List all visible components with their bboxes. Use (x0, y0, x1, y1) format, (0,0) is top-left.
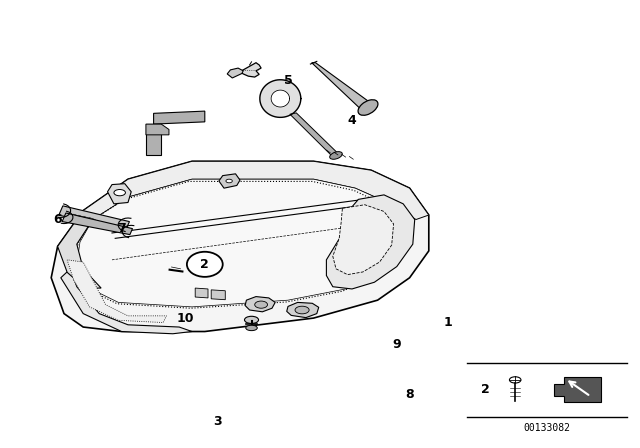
Polygon shape (77, 179, 403, 307)
Ellipse shape (226, 179, 232, 183)
Text: 2: 2 (481, 383, 490, 396)
Polygon shape (271, 90, 289, 107)
Text: 3: 3 (213, 414, 222, 428)
Ellipse shape (330, 151, 342, 159)
Polygon shape (146, 124, 161, 155)
Polygon shape (154, 111, 205, 124)
Text: 1: 1 (444, 316, 452, 329)
Ellipse shape (244, 316, 259, 323)
Polygon shape (51, 161, 429, 332)
Polygon shape (61, 269, 192, 334)
Text: 00133082: 00133082 (524, 423, 571, 433)
Polygon shape (240, 63, 261, 77)
Polygon shape (195, 288, 208, 298)
Polygon shape (211, 290, 225, 300)
Text: 10: 10 (177, 311, 195, 325)
Polygon shape (312, 63, 377, 108)
Ellipse shape (509, 377, 521, 383)
Polygon shape (287, 302, 319, 318)
Polygon shape (554, 377, 601, 402)
Polygon shape (333, 205, 394, 275)
Polygon shape (146, 124, 169, 135)
Text: 6: 6 (53, 213, 62, 226)
Polygon shape (219, 174, 240, 188)
Polygon shape (67, 260, 166, 323)
Text: 2: 2 (200, 258, 209, 271)
Polygon shape (58, 211, 101, 288)
Text: 8: 8 (405, 388, 414, 401)
Ellipse shape (255, 301, 268, 308)
Polygon shape (290, 113, 339, 157)
Polygon shape (74, 161, 429, 246)
Text: 5: 5 (284, 74, 292, 87)
Text: 9: 9 (392, 338, 401, 352)
Polygon shape (59, 206, 129, 228)
Ellipse shape (246, 325, 257, 331)
Polygon shape (227, 68, 243, 78)
Ellipse shape (295, 306, 309, 314)
Ellipse shape (114, 190, 125, 196)
Polygon shape (245, 297, 275, 312)
Ellipse shape (358, 100, 378, 115)
Polygon shape (260, 80, 301, 117)
Polygon shape (326, 195, 415, 289)
Circle shape (187, 252, 223, 277)
Polygon shape (108, 184, 131, 204)
Text: 4: 4 (348, 114, 356, 128)
Text: 7: 7 (117, 222, 126, 235)
Polygon shape (62, 213, 132, 235)
